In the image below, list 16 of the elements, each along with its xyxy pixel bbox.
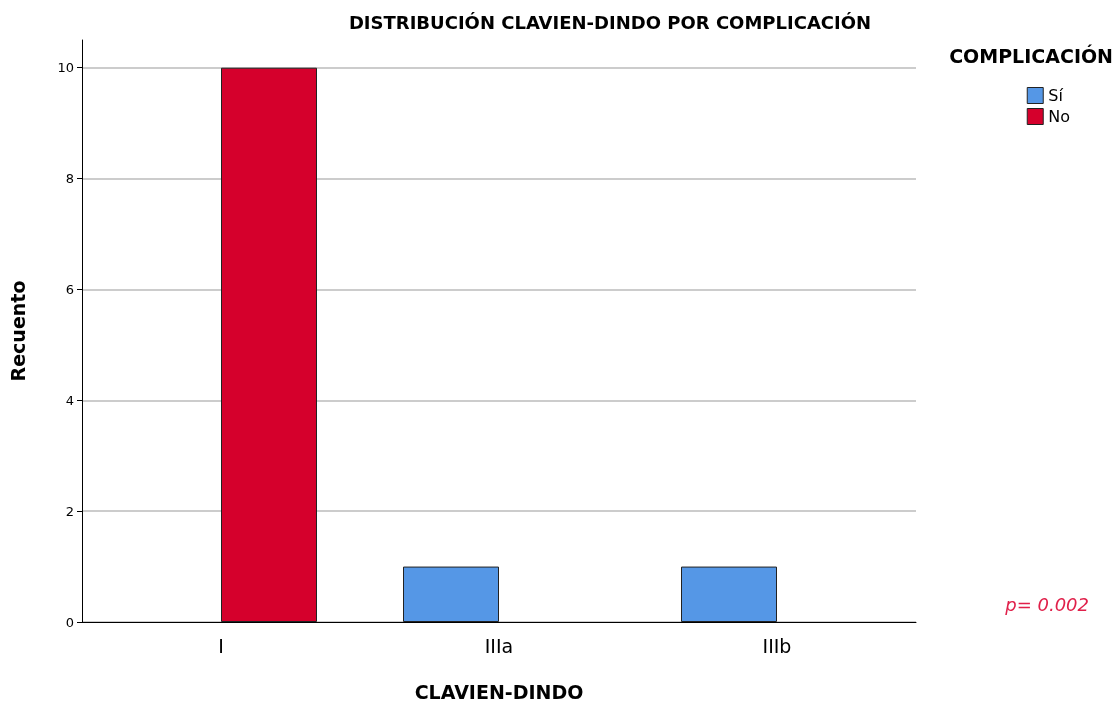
y-tick-label: 2 <box>65 503 74 519</box>
y-tick-label: 8 <box>65 171 74 187</box>
y-tick-label: 10 <box>57 60 74 76</box>
legend-title: COMPLICACIÓN <box>949 43 1114 67</box>
y-axis-title: Recuento <box>6 280 29 382</box>
x-tick-label: IIIb <box>762 634 792 657</box>
x-tick-label: I <box>218 634 224 657</box>
y-tick-label: 6 <box>65 281 74 297</box>
chart-title: DISTRIBUCIÓN CLAVIEN-DINDO POR COMPLICACIÓN <box>348 11 872 33</box>
legend-label: Sí <box>1048 86 1064 105</box>
legend-label: No <box>1048 107 1071 126</box>
x-tick-label: IIIa <box>484 634 514 657</box>
y-tick-label: 4 <box>65 392 74 408</box>
text: p= 0.002 <box>1004 593 1090 615</box>
x-axis-title: CLAVIEN-DINDO <box>414 680 584 703</box>
y-tick-label: 0 <box>65 614 74 630</box>
